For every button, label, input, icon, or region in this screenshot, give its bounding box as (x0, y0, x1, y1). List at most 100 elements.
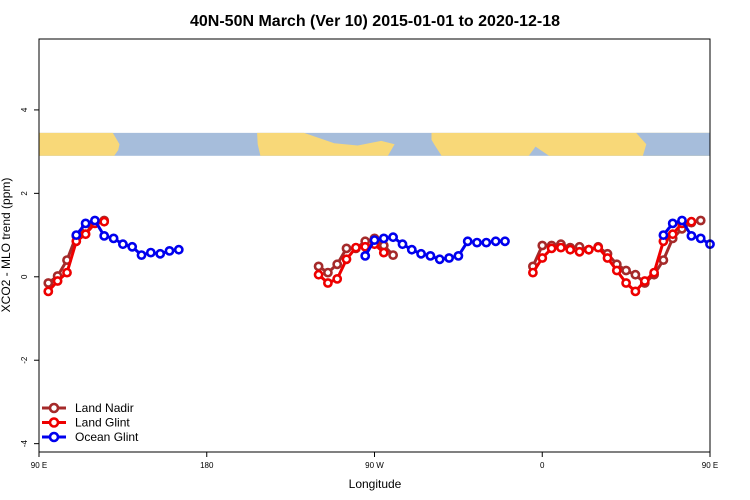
data-point (537, 253, 548, 263)
data-point (99, 230, 110, 241)
legend-marker (48, 431, 60, 443)
legend-marker (48, 417, 60, 428)
data-point (313, 269, 324, 280)
data-point (639, 276, 650, 286)
data-point (528, 267, 538, 278)
data-point (322, 267, 333, 278)
data-point (611, 265, 622, 276)
data-point (667, 218, 678, 229)
data-point (80, 229, 91, 240)
data-point (118, 239, 128, 250)
data-point (332, 259, 343, 270)
data-point (677, 215, 687, 226)
legend-marker (48, 402, 60, 414)
data-point (313, 261, 324, 272)
data-point (62, 267, 72, 278)
data-point (43, 278, 54, 288)
data-point (425, 250, 436, 261)
data-point (434, 254, 445, 265)
data-point (667, 229, 678, 240)
data-point (583, 244, 594, 255)
data-point (695, 233, 706, 244)
data-point (155, 248, 166, 259)
x-tick-label: 90 E (702, 461, 718, 470)
data-point (341, 254, 352, 265)
legend-item: Land Glint (42, 416, 130, 430)
data-point (145, 247, 156, 258)
x-axis-ticks: 90 E 180 90 W 0 90 E (31, 452, 718, 470)
data-point (369, 235, 380, 245)
data-point (80, 218, 91, 229)
y-tick-label: 0 (20, 274, 29, 279)
y-tick-label: -2 (20, 356, 29, 364)
series-layer (43, 215, 715, 297)
data-point (43, 286, 54, 297)
x-tick-label: 180 (200, 461, 214, 470)
x-axis-label: Longitude (349, 477, 402, 491)
data-point (350, 242, 361, 253)
data-point (406, 244, 417, 255)
data-point (332, 273, 343, 284)
data-point (52, 276, 63, 286)
data-point (565, 244, 576, 255)
data-point (462, 236, 473, 247)
data-point (99, 216, 110, 227)
data-point (136, 250, 147, 260)
data-point (90, 215, 100, 226)
data-point (621, 265, 631, 276)
data-point (658, 230, 669, 240)
data-point (686, 230, 697, 241)
data-point (630, 269, 641, 280)
y-tick-label: -4 (20, 440, 29, 448)
data-point (481, 237, 492, 248)
plot-frame (38, 38, 711, 453)
data-point (444, 253, 454, 263)
data-point (500, 236, 510, 247)
data-point (630, 286, 641, 297)
data-point (378, 247, 389, 258)
x-tick-label: 90 W (365, 461, 384, 470)
x-tick-label: 0 (540, 461, 545, 470)
y-axis-ticks: -4 -2 0 2 4 (20, 107, 39, 447)
legend-label: Land Nadir (75, 401, 134, 415)
data-point (472, 237, 482, 248)
data-point (593, 242, 604, 253)
data-point (164, 245, 175, 256)
data-point (388, 250, 398, 260)
legend-item: Land Nadir (42, 401, 134, 415)
y-tick-label: 2 (20, 191, 29, 196)
legend-label: Ocean Glint (75, 430, 139, 444)
map-ocean-right (636, 132, 710, 156)
data-point (173, 244, 184, 255)
data-point (108, 233, 119, 244)
data-point (490, 236, 501, 247)
data-point (556, 242, 566, 253)
data-point (621, 278, 631, 288)
land-ocean-map-strip (39, 132, 710, 156)
legend-label: Land Glint (75, 416, 130, 430)
data-point (686, 216, 697, 227)
map-land-2 (431, 132, 710, 156)
data-point (546, 243, 557, 254)
map-land-0 (39, 132, 120, 156)
data-point (360, 241, 371, 252)
data-point (649, 267, 659, 278)
data-point (695, 215, 706, 226)
data-point (360, 250, 371, 261)
y-axis-label: XCO2 - MLO trend (ppm) (0, 178, 13, 313)
data-point (537, 240, 548, 251)
map-land-1 (257, 132, 395, 156)
y-tick-label: 4 (20, 107, 29, 112)
data-point (658, 255, 669, 265)
data-point (378, 233, 389, 244)
data-point (397, 239, 408, 250)
legend-item: Ocean Glint (42, 430, 139, 444)
data-point (127, 241, 138, 252)
data-point (416, 248, 426, 259)
chart-title: 40N-50N March (Ver 10) 2015-01-01 to 202… (190, 13, 560, 30)
data-point (574, 246, 585, 257)
data-point (71, 230, 82, 240)
data-point (602, 253, 613, 263)
